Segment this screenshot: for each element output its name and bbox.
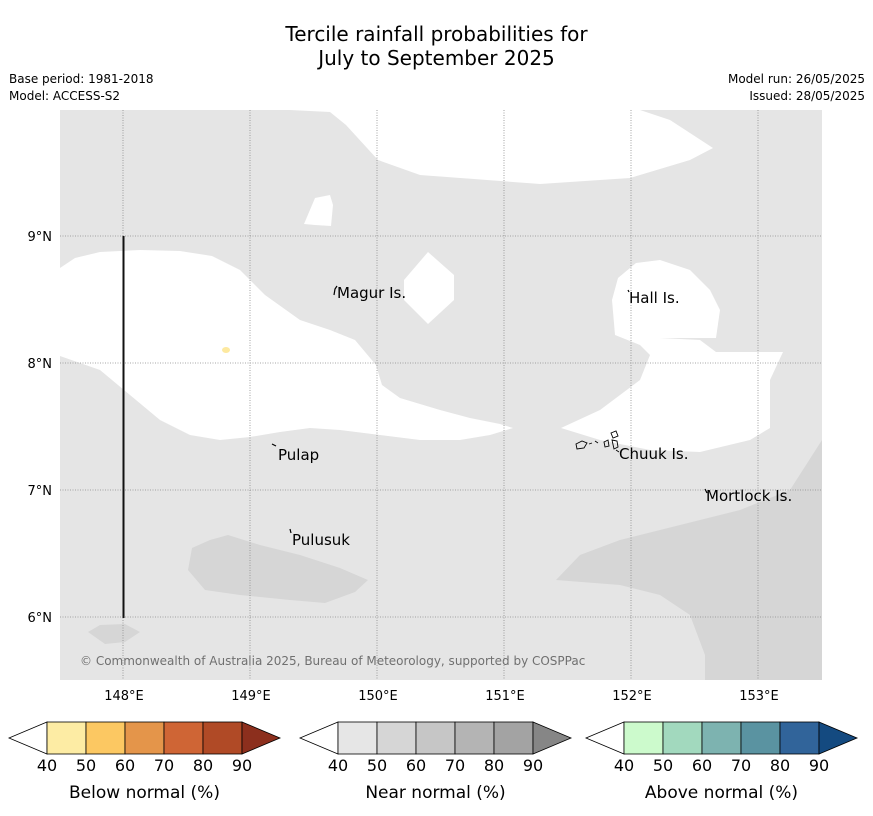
place-label-hall: Hall Is.	[629, 289, 680, 307]
below-normal-tick-60: 60	[115, 756, 135, 775]
above-normal-cell-2	[662, 721, 703, 755]
lat-tick-7n: 7°N	[28, 484, 53, 499]
island-outlines	[271, 285, 708, 534]
near-normal-tick-80: 80	[484, 756, 504, 775]
pulusuk-island-shape	[289, 528, 292, 534]
below-normal-cell-5	[202, 721, 243, 755]
lon-tick-150e: 150°E	[358, 689, 398, 704]
place-label-pulusuk: Pulusuk	[292, 531, 350, 549]
above-normal-tick-50: 50	[653, 756, 673, 775]
lon-tick-151e: 151°E	[485, 689, 525, 704]
gridlines	[60, 110, 822, 680]
near-normal-tick-70: 70	[445, 756, 465, 775]
near-normal-label: Near normal (%)	[365, 783, 505, 803]
below-normal-tick-90: 90	[232, 756, 252, 775]
near-normal-cell-1	[337, 721, 378, 755]
lat-tick-9n: 9°N	[28, 230, 53, 245]
base-period: Base period: 1981-2018	[9, 72, 154, 86]
lon-tick-152e: 152°E	[612, 689, 652, 704]
near-normal-region-southeast	[556, 440, 822, 680]
below-normal-label: Below normal (%)	[69, 783, 220, 803]
below-normal-tick-80: 80	[193, 756, 213, 775]
lat-tick-6n: 6°N	[28, 611, 53, 626]
below-normal-tick-40: 40	[37, 756, 57, 775]
issued-date: Issued: 28/05/2025	[749, 89, 865, 103]
title-line-2: July to September 2025	[318, 46, 555, 70]
model-run: Model run: 26/05/2025	[727, 72, 865, 86]
magur-island-shape	[333, 285, 338, 296]
near-normal-region-small	[88, 624, 140, 644]
near-normal-tick-40: 40	[328, 756, 348, 775]
near-normal-cell-5	[493, 721, 534, 755]
meta-right: Model run: 26/05/2025 Issued: 28/05/2025	[728, 71, 865, 105]
colorbar-near-normal: 40 50 60 70 80 90 Near normal (%)	[298, 721, 573, 803]
colorbar-below-normal: 40 50 60 70 80 90 Below normal (%)	[7, 721, 282, 803]
above-normal-tick-70: 70	[731, 756, 751, 775]
above-normal-cell-3	[701, 721, 742, 755]
above-normal-label: Above normal (%)	[645, 783, 798, 803]
place-label-mortlock: Mortlock Is.	[706, 487, 792, 505]
white-region-central	[60, 250, 513, 440]
lon-tick-153e: 153°E	[739, 689, 779, 704]
place-label-chuuk: Chuuk Is.	[619, 445, 688, 463]
above-normal-cell-5	[779, 721, 820, 755]
above-normal-cell-4	[740, 721, 781, 755]
above-normal-high-extension	[818, 721, 859, 755]
near-normal-tick-50: 50	[367, 756, 387, 775]
lat-tick-8n: 8°N	[28, 357, 53, 372]
near-normal-region-edge	[800, 600, 822, 680]
near-normal-cell-4	[454, 721, 495, 755]
lon-tick-148e: 148°E	[104, 689, 144, 704]
below-normal-tick-50: 50	[76, 756, 96, 775]
below-normal-cell-3	[124, 721, 165, 755]
above-normal-low-extension	[584, 721, 625, 755]
near-normal-high-extension	[532, 721, 573, 755]
pulap-island-shape	[271, 443, 277, 447]
near-normal-tick-60: 60	[406, 756, 426, 775]
below-normal-spot	[222, 347, 230, 353]
below-normal-cell-2	[85, 721, 126, 755]
colorbar-above-normal: 40 50 60 70 80 90 Above normal (%)	[584, 721, 859, 803]
white-region-diamond	[404, 252, 454, 324]
copyright-notice: © Commonwealth of Australia 2025, Bureau…	[80, 654, 585, 668]
above-normal-tick-80: 80	[770, 756, 790, 775]
white-region-east	[561, 260, 783, 452]
chuuk-island-shapes	[575, 430, 620, 453]
white-region-top	[290, 110, 713, 184]
above-normal-tick-90: 90	[809, 756, 829, 775]
near-normal-cell-2	[376, 721, 417, 755]
above-normal-tick-60: 60	[692, 756, 712, 775]
below-normal-tick-70: 70	[154, 756, 174, 775]
meta-left: Base period: 1981-2018 Model: ACCESS-S2	[9, 71, 154, 105]
above-normal-tick-40: 40	[614, 756, 634, 775]
place-label-pulap: Pulap	[278, 446, 319, 464]
below-normal-low-extension	[7, 721, 48, 755]
place-label-magur: Magur Is.	[337, 284, 406, 302]
model-name: Model: ACCESS-S2	[9, 89, 121, 103]
below-normal-cell-1	[46, 721, 87, 755]
map-title: Tercile rainfall probabilities for July …	[0, 22, 873, 70]
white-region-small	[304, 195, 333, 226]
near-normal-region-southwest	[188, 535, 368, 603]
near-normal-low-extension	[298, 721, 339, 755]
above-normal-cell-1	[623, 721, 664, 755]
mortlock-island-shape	[704, 488, 708, 494]
below-normal-cell-4	[163, 721, 204, 755]
title-line-1: Tercile rainfall probabilities for	[285, 22, 588, 46]
lon-tick-149e: 149°E	[231, 689, 271, 704]
hall-island-shape	[627, 289, 630, 293]
near-normal-tick-90: 90	[523, 756, 543, 775]
near-normal-cell-3	[415, 721, 456, 755]
below-normal-high-extension	[241, 721, 282, 755]
